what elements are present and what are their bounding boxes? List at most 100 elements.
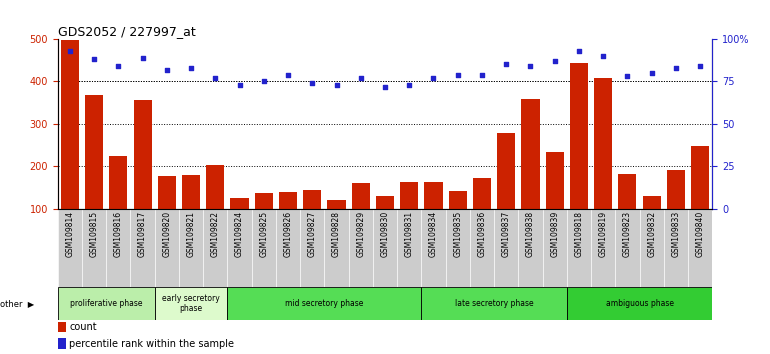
Bar [279, 192, 297, 251]
Bar [252, 209, 276, 287]
Point [64, 48, 76, 54]
Bar [521, 99, 540, 251]
Point [548, 58, 561, 64]
Text: GSM109815: GSM109815 [89, 211, 99, 257]
Bar [349, 209, 373, 287]
Text: GSM109821: GSM109821 [186, 211, 196, 257]
Bar [376, 196, 394, 251]
Bar [497, 133, 515, 251]
Text: GSM109832: GSM109832 [647, 211, 656, 257]
Point [330, 82, 343, 88]
Text: percentile rank within the sample: percentile rank within the sample [69, 339, 234, 349]
Bar [640, 209, 664, 287]
Bar [155, 287, 227, 320]
Point [282, 72, 294, 78]
Bar [400, 182, 418, 251]
Bar [58, 209, 82, 287]
Point [597, 53, 609, 59]
Bar [543, 209, 567, 287]
Text: GSM109839: GSM109839 [551, 211, 559, 257]
Text: proliferative phase: proliferative phase [70, 299, 142, 308]
Point [451, 72, 464, 78]
Text: early secretory
phase: early secretory phase [162, 294, 220, 313]
Bar [327, 200, 346, 251]
Text: mid secretory phase: mid secretory phase [285, 299, 363, 308]
Bar [303, 190, 321, 251]
Text: GSM109828: GSM109828 [332, 211, 341, 257]
Bar [85, 95, 103, 251]
Bar [155, 209, 179, 287]
Text: GSM109814: GSM109814 [65, 211, 75, 257]
Bar [203, 209, 227, 287]
Text: ambiguous phase: ambiguous phase [605, 299, 674, 308]
Bar [373, 209, 397, 287]
Point [427, 75, 440, 81]
Bar [567, 287, 712, 320]
Bar [255, 193, 273, 251]
Bar [182, 175, 200, 251]
Point [136, 55, 149, 61]
Bar [594, 78, 612, 251]
Point [694, 63, 706, 69]
Point [500, 62, 512, 67]
Bar [518, 209, 543, 287]
Bar [449, 191, 467, 251]
Bar [130, 209, 155, 287]
Point [524, 63, 537, 69]
Text: GSM109823: GSM109823 [623, 211, 632, 257]
Text: GSM109822: GSM109822 [211, 211, 219, 257]
Point [112, 63, 125, 69]
Bar [421, 209, 446, 287]
Point [88, 57, 100, 62]
Bar [300, 209, 324, 287]
Bar [642, 196, 661, 251]
Point [645, 70, 658, 76]
Bar [179, 209, 203, 287]
Point [476, 72, 488, 78]
Text: count: count [69, 322, 97, 332]
Text: GSM109837: GSM109837 [502, 211, 511, 257]
Text: GDS2052 / 227997_at: GDS2052 / 227997_at [58, 25, 196, 38]
Point [306, 80, 319, 86]
Bar [324, 209, 349, 287]
Point [379, 84, 391, 89]
Text: GSM109833: GSM109833 [671, 211, 681, 257]
Bar [618, 173, 637, 251]
Text: GSM109830: GSM109830 [380, 211, 390, 257]
Text: GSM109838: GSM109838 [526, 211, 535, 257]
Bar [424, 182, 443, 251]
Text: GSM109831: GSM109831 [405, 211, 413, 257]
Point [573, 48, 585, 54]
Point [670, 65, 682, 71]
Text: GSM109820: GSM109820 [162, 211, 172, 257]
Bar [494, 209, 518, 287]
Text: other  ▶: other ▶ [0, 299, 34, 308]
Text: GSM109829: GSM109829 [357, 211, 365, 257]
Bar [667, 170, 685, 251]
Bar [546, 152, 564, 251]
Bar [109, 156, 128, 251]
Bar [446, 209, 470, 287]
Bar [615, 209, 640, 287]
Text: GSM109817: GSM109817 [138, 211, 147, 257]
Bar [688, 209, 712, 287]
Text: GSM109835: GSM109835 [454, 211, 462, 257]
Point [233, 82, 246, 88]
Bar [230, 198, 249, 251]
Bar [227, 209, 252, 287]
Bar [664, 209, 688, 287]
Bar [227, 287, 421, 320]
Text: GSM109819: GSM109819 [598, 211, 608, 257]
Bar [58, 338, 66, 349]
Bar [352, 183, 370, 251]
Text: GSM109824: GSM109824 [235, 211, 244, 257]
Bar [276, 209, 300, 287]
Bar [570, 63, 588, 251]
Bar [470, 209, 494, 287]
Bar [691, 147, 709, 251]
Text: GSM109825: GSM109825 [259, 211, 268, 257]
Point [621, 74, 634, 79]
Bar [61, 40, 79, 251]
Bar [567, 209, 591, 287]
Bar [133, 100, 152, 251]
